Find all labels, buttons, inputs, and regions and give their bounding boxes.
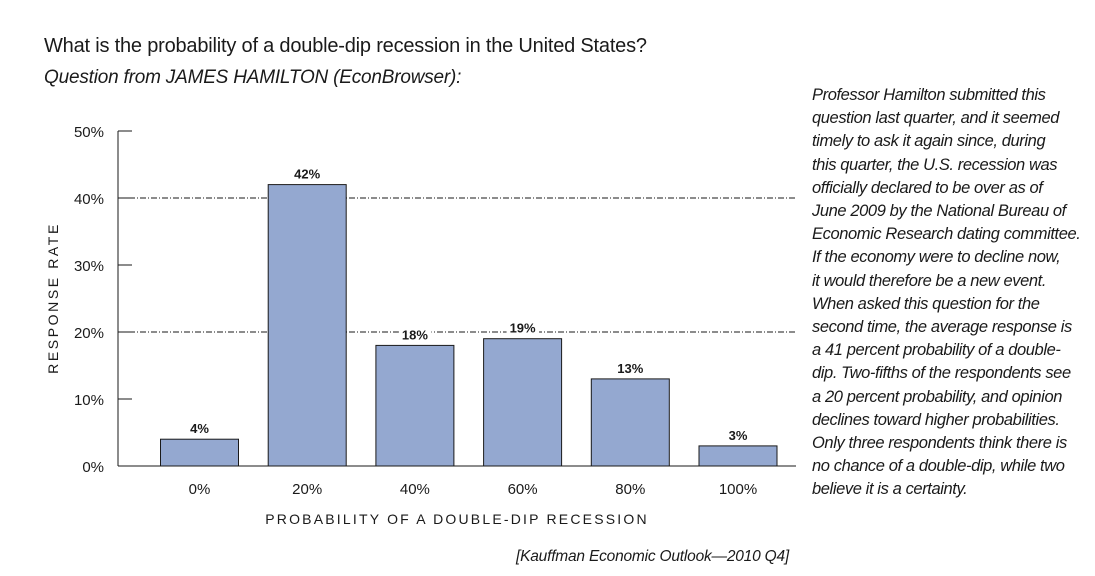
axes [117, 131, 796, 467]
side-note-line: Economic Research dating committee. [812, 225, 1081, 244]
data-label: 13% [617, 361, 643, 376]
y-tick-label: 10% [74, 392, 104, 409]
y-ticks: 0% 10% 20% 30% 40% 50% [74, 124, 132, 476]
side-note-line: When asked this question for the [812, 294, 1040, 313]
data-label-background [291, 166, 324, 182]
data-label-background [187, 421, 213, 437]
side-note: Professor Hamilton submitted this questio… [812, 84, 1081, 502]
side-note-line: a 41 percent probability of a double- [812, 341, 1061, 360]
side-note-line: timely to ask it again since, during [812, 132, 1046, 151]
data-label-background [614, 360, 647, 376]
bar [590, 378, 670, 467]
side-note-line: believe it is a certainty. [812, 480, 968, 499]
y-tick-label: 50% [74, 124, 104, 141]
x-tick-label: 100% [719, 481, 757, 498]
bar [267, 184, 347, 467]
side-note-line: second time, the average response is [812, 318, 1072, 337]
side-note-line: a 20 percent probability, and opinion [812, 387, 1062, 406]
bar-chart: 0%10%20%30%40%50% 0% 20% 40% 60% 80% 100% 4%4… [45, 124, 796, 527]
data-labels: 4% 42% 18% 19% 13% 3% [187, 166, 751, 443]
side-note-line: it would therefore be a new event. [812, 271, 1047, 290]
side-note-line: Only three respondents think there is [812, 434, 1067, 453]
data-label: 18% [402, 327, 428, 342]
side-note-line: If the economy were to decline now, [812, 248, 1061, 267]
x-tick-label: 20% [292, 481, 322, 498]
side-note-line: this quarter, the U.S. recession was [812, 155, 1058, 174]
side-note-line: officially declared to be over as of [812, 178, 1043, 197]
y-axis-label: RESPONSE RATE [45, 222, 61, 374]
bar [160, 438, 239, 467]
x-axis-label: PROBABILITY OF A DOUBLE-DIP RECESSION [265, 511, 649, 527]
x-tick-label: 80% [615, 481, 645, 498]
source-citation: [Kauffman Economic Outlook—2010 Q4] [516, 548, 790, 565]
bar [483, 338, 563, 467]
data-label-background [725, 427, 751, 443]
data-label: 4% [190, 421, 209, 436]
side-note-line: June 2009 by the National Bureau of [812, 202, 1066, 221]
y-tick-label: 40% [74, 191, 104, 208]
side-note-line: Professor Hamilton submitted this [812, 86, 1046, 104]
data-label-background [506, 320, 540, 336]
bars [160, 184, 778, 467]
side-note-line: no chance of a double-dip, while two [812, 457, 1065, 476]
bar [698, 445, 778, 467]
x-ticks: 0% 20% 40% 60% 80% 100% [189, 481, 758, 498]
reference-lines [118, 197, 796, 333]
x-tick-label: 60% [508, 481, 538, 498]
data-label-background [398, 327, 432, 343]
chart-title: What is the probability of a double-dip … [44, 35, 647, 57]
data-label: 42% [294, 167, 320, 182]
data-label: 19% [510, 321, 536, 336]
y-tick-label: 30% [74, 258, 104, 275]
side-note-line: declines toward higher probabilities. [812, 410, 1060, 429]
data-label: 3% [729, 428, 748, 443]
side-note-line: question last quarter, and it seemed [812, 109, 1060, 128]
x-tick-label: 0% [189, 481, 211, 498]
side-note-line: dip. Two-fifths of the respondents see [812, 364, 1071, 383]
bar [375, 344, 455, 467]
y-tick-label: 0% [82, 459, 104, 476]
x-tick-label: 40% [400, 481, 430, 498]
chart-subtitle: Question from JAMES HAMILTON (EconBrowse… [44, 67, 462, 88]
y-tick-label: 20% [74, 325, 104, 342]
